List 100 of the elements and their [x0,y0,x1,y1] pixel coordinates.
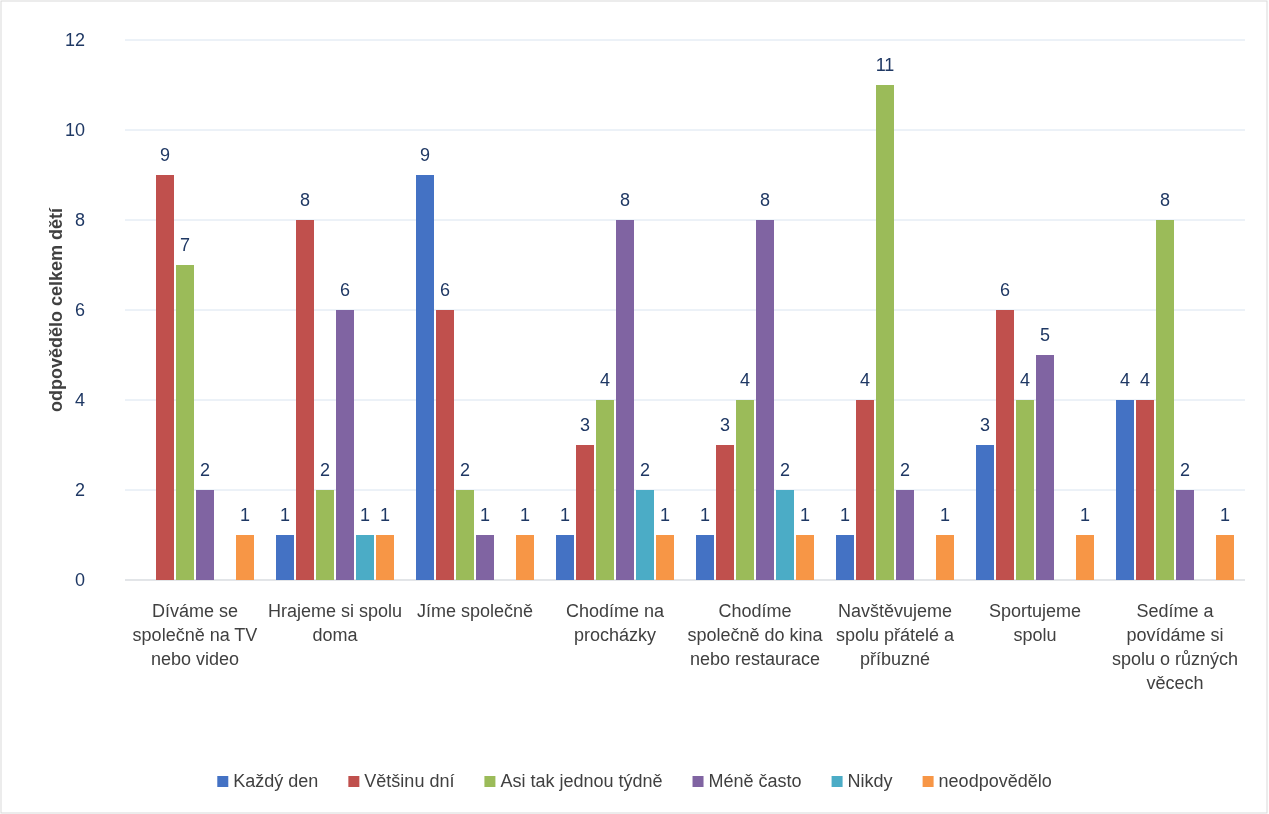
bar [776,490,794,580]
y-tick-label: 12 [64,30,85,51]
data-label: 1 [359,505,371,525]
bar [176,265,194,580]
data-label: 1 [1079,505,1091,525]
bar [316,490,334,580]
bar [696,535,714,580]
y-tick-label: 4 [74,390,85,411]
bar [556,535,574,580]
data-label: 8 [759,190,771,210]
data-label: 8 [299,190,311,210]
bar [936,535,954,580]
legend-label: Asi tak jednou týdně [500,771,663,791]
data-label: 2 [779,460,791,480]
data-label: 8 [619,190,631,210]
y-axis-title: odpovědělo celkem dětí [46,206,66,413]
bar [296,220,314,580]
data-label: 5 [1039,325,1051,345]
bar [1136,400,1154,580]
bar [376,535,394,580]
data-label: 6 [439,280,451,300]
y-tick-label: 6 [74,300,85,321]
data-label: 1 [279,505,291,525]
bar [996,310,1014,580]
bar [836,535,854,580]
data-label: 3 [719,415,731,435]
bar [1156,220,1174,580]
data-label: 4 [739,370,751,390]
data-label: 1 [479,505,491,525]
x-tick-label: Sedíme a povídáme si spolu o různých věcech [1111,601,1239,693]
bar [276,535,294,580]
bar [336,310,354,580]
y-tick-label: 2 [74,480,85,501]
x-tick-label: Jíme společně [416,601,534,621]
data-label: 4 [1019,370,1031,390]
bar [236,535,254,580]
x-tick-label: Chodíme na procházky [565,601,666,645]
bar [196,490,214,580]
data-label: 1 [659,505,671,525]
bar [576,445,594,580]
data-label: 2 [319,460,331,480]
bar [476,535,494,580]
y-tick-label: 8 [74,210,85,231]
data-label: 4 [859,370,871,390]
data-label: 9 [159,145,171,165]
bar [436,310,454,580]
x-tick-label: Chodíme společně do kina nebo restaurace [687,601,824,669]
bar [456,490,474,580]
bar [596,400,614,580]
bar [1176,490,1194,580]
data-label: 1 [559,505,571,525]
bar [416,175,434,580]
x-tick-label: Díváme se společně na TV nebo video [132,601,258,669]
data-label: 1 [239,505,251,525]
data-label: 2 [899,460,911,480]
data-label: 7 [179,235,191,255]
bar [1036,355,1054,580]
bar [156,175,174,580]
legend-label: neodpovědělo [938,771,1052,791]
bar [656,535,674,580]
legend-label: Většinu dní [364,771,455,791]
bar [716,445,734,580]
x-tick-label: Sportujeme spolu [988,601,1082,645]
data-label: 3 [979,415,991,435]
bar [616,220,634,580]
x-tick-label: Hrajeme si spolu doma [267,601,403,645]
data-label: 2 [199,460,211,480]
data-label: 2 [1179,460,1191,480]
legend-label: Nikdy [847,771,893,791]
data-label: 4 [1119,370,1131,390]
data-label: 6 [999,280,1011,300]
bar [796,535,814,580]
y-tick-label: 0 [74,570,85,591]
bar [516,535,534,580]
x-tick-label: Navštěvujeme spolu přátelé a příbuzné [835,601,956,669]
data-label: 6 [339,280,351,300]
data-label: 3 [579,415,591,435]
bar [736,400,754,580]
bar [636,490,654,580]
data-label: 1 [799,505,811,525]
data-label: 1 [839,505,851,525]
bar [896,490,914,580]
data-label: 9 [419,145,431,165]
bar [1076,535,1094,580]
data-label: 8 [1159,190,1171,210]
bar [1216,535,1234,580]
legend-label: Méně často [708,771,802,791]
data-label: 2 [639,460,651,480]
data-label: 4 [599,370,611,390]
y-tick-label: 10 [64,120,85,141]
bar [856,400,874,580]
data-label: 1 [1219,505,1231,525]
data-label: 1 [939,505,951,525]
data-label: 2 [459,460,471,480]
bar [1016,400,1034,580]
data-label: 1 [519,505,531,525]
bar [356,535,374,580]
bar [1116,400,1134,580]
data-label: 1 [379,505,391,525]
bar [876,85,894,580]
